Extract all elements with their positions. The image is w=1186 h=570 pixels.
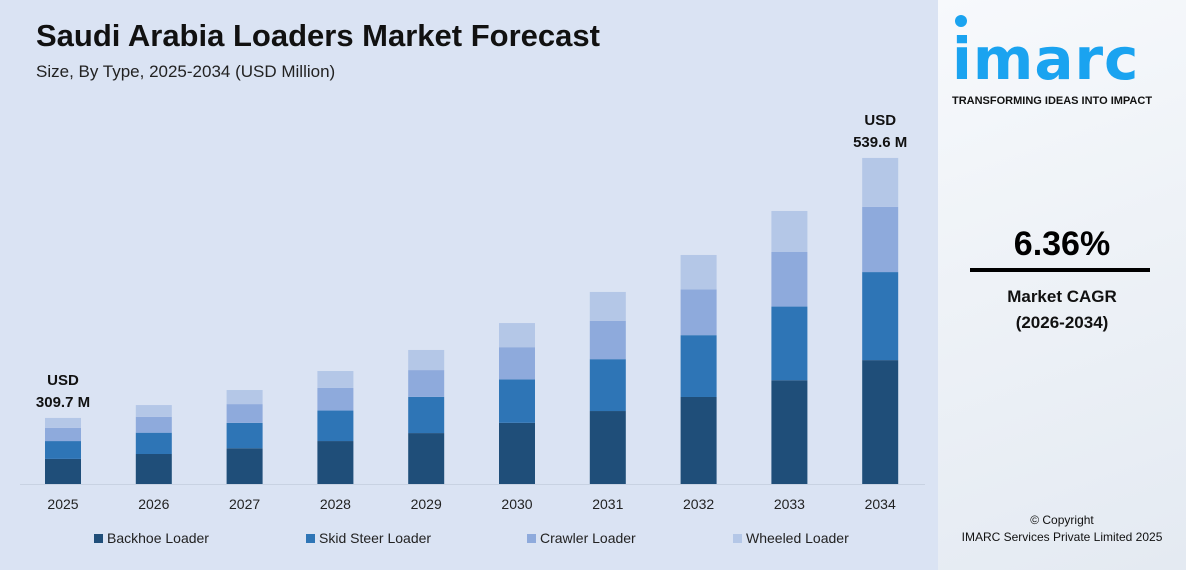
bar-segment-skid-steer-loader-2027: [226, 422, 263, 449]
copyright-text: © Copyright: [1030, 513, 1094, 527]
x-tick-label: 2026: [138, 496, 169, 512]
bar-segment-wheeled-loader-2034: [862, 157, 899, 207]
bar-segment-backhoe-loader-2031: [589, 411, 626, 484]
bar-segment-wheeled-loader-2032: [680, 254, 717, 290]
company-name: IMARC Services Private Limited 2025: [961, 530, 1163, 544]
bar-segment-skid-steer-loader-2033: [771, 306, 808, 381]
bar-segment-crawler-loader-2033: [771, 251, 808, 307]
x-tick-label: 2032: [683, 496, 714, 512]
x-tick-label: 2031: [592, 496, 623, 512]
bar-segment-crawler-loader-2032: [680, 289, 717, 336]
data-label-unit: USD: [864, 112, 896, 129]
data-label-value: 309.7 M: [36, 394, 90, 411]
stacked-bar-chart: 2025 2026 2027 2028 2029 2030 2031 2032 2033 2034…: [20, 112, 925, 546]
cagr-label: Market CAGR (2026-2034): [938, 284, 1186, 336]
x-tick-label: 2034: [865, 496, 896, 512]
data-label-unit: USD: [47, 372, 79, 389]
bar-segment-backhoe-loader-2034: [862, 360, 899, 484]
bar-segment-skid-steer-loader-2025: [45, 441, 81, 459]
bar-segment-wheeled-loader-2026: [135, 405, 172, 417]
bar-segment-wheeled-loader-2031: [589, 291, 626, 321]
bar-segment-wheeled-loader-2027: [226, 390, 263, 405]
chart-title: Saudi Arabia Loaders Market Forecast: [36, 18, 600, 53]
bar-segment-crawler-loader-2026: [135, 416, 172, 433]
bar-segment-wheeled-loader-2025: [45, 417, 81, 428]
bar-segment-backhoe-loader-2027: [226, 448, 263, 484]
bar-segment-wheeled-loader-2028: [317, 371, 354, 388]
data-label-value: 539.6 M: [853, 134, 907, 151]
x-tick-label: 2029: [411, 496, 442, 512]
x-tick-label: 2030: [501, 496, 532, 512]
bar-segment-skid-steer-loader-2032: [680, 335, 717, 397]
legend-swatch: [527, 534, 536, 543]
chart-subtitle: Size, By Type, 2025-2034 (USD Million): [36, 62, 336, 81]
x-tick-label: 2027: [229, 496, 260, 512]
legend-label: Backhoe Loader: [107, 530, 209, 546]
bar-segment-crawler-loader-2027: [226, 404, 263, 423]
cagr-period: (2026-2034): [1015, 313, 1109, 332]
bar-segment-backhoe-loader-2032: [680, 396, 717, 484]
bar-segment-backhoe-loader-2029: [408, 433, 445, 484]
chart-panel: Saudi Arabia Loaders Market Forecast Siz…: [0, 0, 938, 570]
bar-segment-crawler-loader-2025: [45, 427, 81, 442]
bar-segment-backhoe-loader-2028: [317, 441, 354, 484]
bar-segment-crawler-loader-2028: [317, 387, 354, 411]
cagr-label-text: Market CAGR: [1007, 287, 1117, 306]
bar-segment-backhoe-loader-2033: [771, 380, 808, 484]
bar-segment-crawler-loader-2030: [499, 347, 535, 380]
copyright: © Copyright IMARC Services Private Limit…: [938, 512, 1186, 546]
bar-segment-backhoe-loader-2030: [499, 422, 535, 484]
cagr-value: 6.36%: [1013, 225, 1111, 263]
bar-segment-wheeled-loader-2029: [408, 349, 445, 371]
bar-segment-skid-steer-loader-2028: [317, 410, 354, 442]
legend-swatch: [94, 534, 103, 543]
x-tick-label: 2028: [320, 496, 351, 512]
bar-segment-wheeled-loader-2030: [499, 323, 535, 348]
sidebar: imarc TRANSFORMING IDEAS INTO IMPACT 6.3…: [938, 0, 1186, 570]
tagline: TRANSFORMING IDEAS INTO IMPACT: [952, 95, 1153, 107]
legend-label: Crawler Loader: [540, 530, 636, 546]
bar-segment-skid-steer-loader-2034: [862, 272, 899, 361]
logo-dot: [955, 15, 967, 27]
legend-swatch: [733, 534, 742, 543]
bar-segment-backhoe-loader-2025: [45, 458, 81, 484]
legend-label: Skid Steer Loader: [319, 530, 431, 546]
bar-segment-crawler-loader-2029: [408, 370, 445, 397]
legend-label: Wheeled Loader: [746, 530, 849, 546]
legend-swatch: [306, 534, 315, 543]
divider: [970, 268, 1150, 272]
x-tick-label: 2025: [47, 496, 78, 512]
x-tick-label: 2033: [774, 496, 805, 512]
bar-segment-crawler-loader-2034: [862, 206, 899, 273]
bar-segment-backhoe-loader-2026: [135, 454, 172, 484]
bar-segment-skid-steer-loader-2026: [135, 432, 172, 455]
bar-segment-skid-steer-loader-2030: [499, 379, 535, 423]
bar-segment-skid-steer-loader-2031: [589, 359, 626, 412]
bar-segment-crawler-loader-2031: [589, 320, 626, 360]
bar-segment-wheeled-loader-2033: [771, 210, 808, 252]
bar-segment-skid-steer-loader-2029: [408, 396, 445, 434]
imarc-logo: imarc: [952, 25, 1140, 93]
